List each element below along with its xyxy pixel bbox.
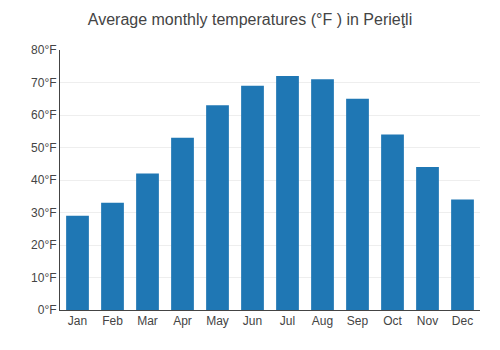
svg-text:80°F: 80°F: [31, 43, 56, 57]
svg-text:20°F: 20°F: [31, 238, 56, 252]
svg-text:Sep: Sep: [347, 314, 369, 328]
svg-text:Jun: Jun: [243, 314, 262, 328]
svg-text:Average monthly temperatures (: Average monthly temperatures (°F ) in Pe…: [88, 11, 412, 28]
svg-text:30°F: 30°F: [31, 206, 56, 220]
svg-text:50°F: 50°F: [31, 141, 56, 155]
svg-text:60°F: 60°F: [31, 108, 56, 122]
svg-text:0°F: 0°F: [38, 303, 57, 317]
svg-text:May: May: [206, 314, 229, 328]
svg-text:10°F: 10°F: [31, 271, 56, 285]
svg-text:Mar: Mar: [137, 314, 158, 328]
svg-text:Jul: Jul: [280, 314, 295, 328]
svg-text:Apr: Apr: [173, 314, 192, 328]
svg-text:Nov: Nov: [417, 314, 438, 328]
svg-text:Feb: Feb: [102, 314, 123, 328]
svg-text:40°F: 40°F: [31, 173, 56, 187]
svg-text:Aug: Aug: [312, 314, 333, 328]
svg-text:Oct: Oct: [383, 314, 402, 328]
svg-text:Dec: Dec: [452, 314, 473, 328]
svg-text:70°F: 70°F: [31, 76, 56, 90]
svg-text:Jan: Jan: [68, 314, 87, 328]
